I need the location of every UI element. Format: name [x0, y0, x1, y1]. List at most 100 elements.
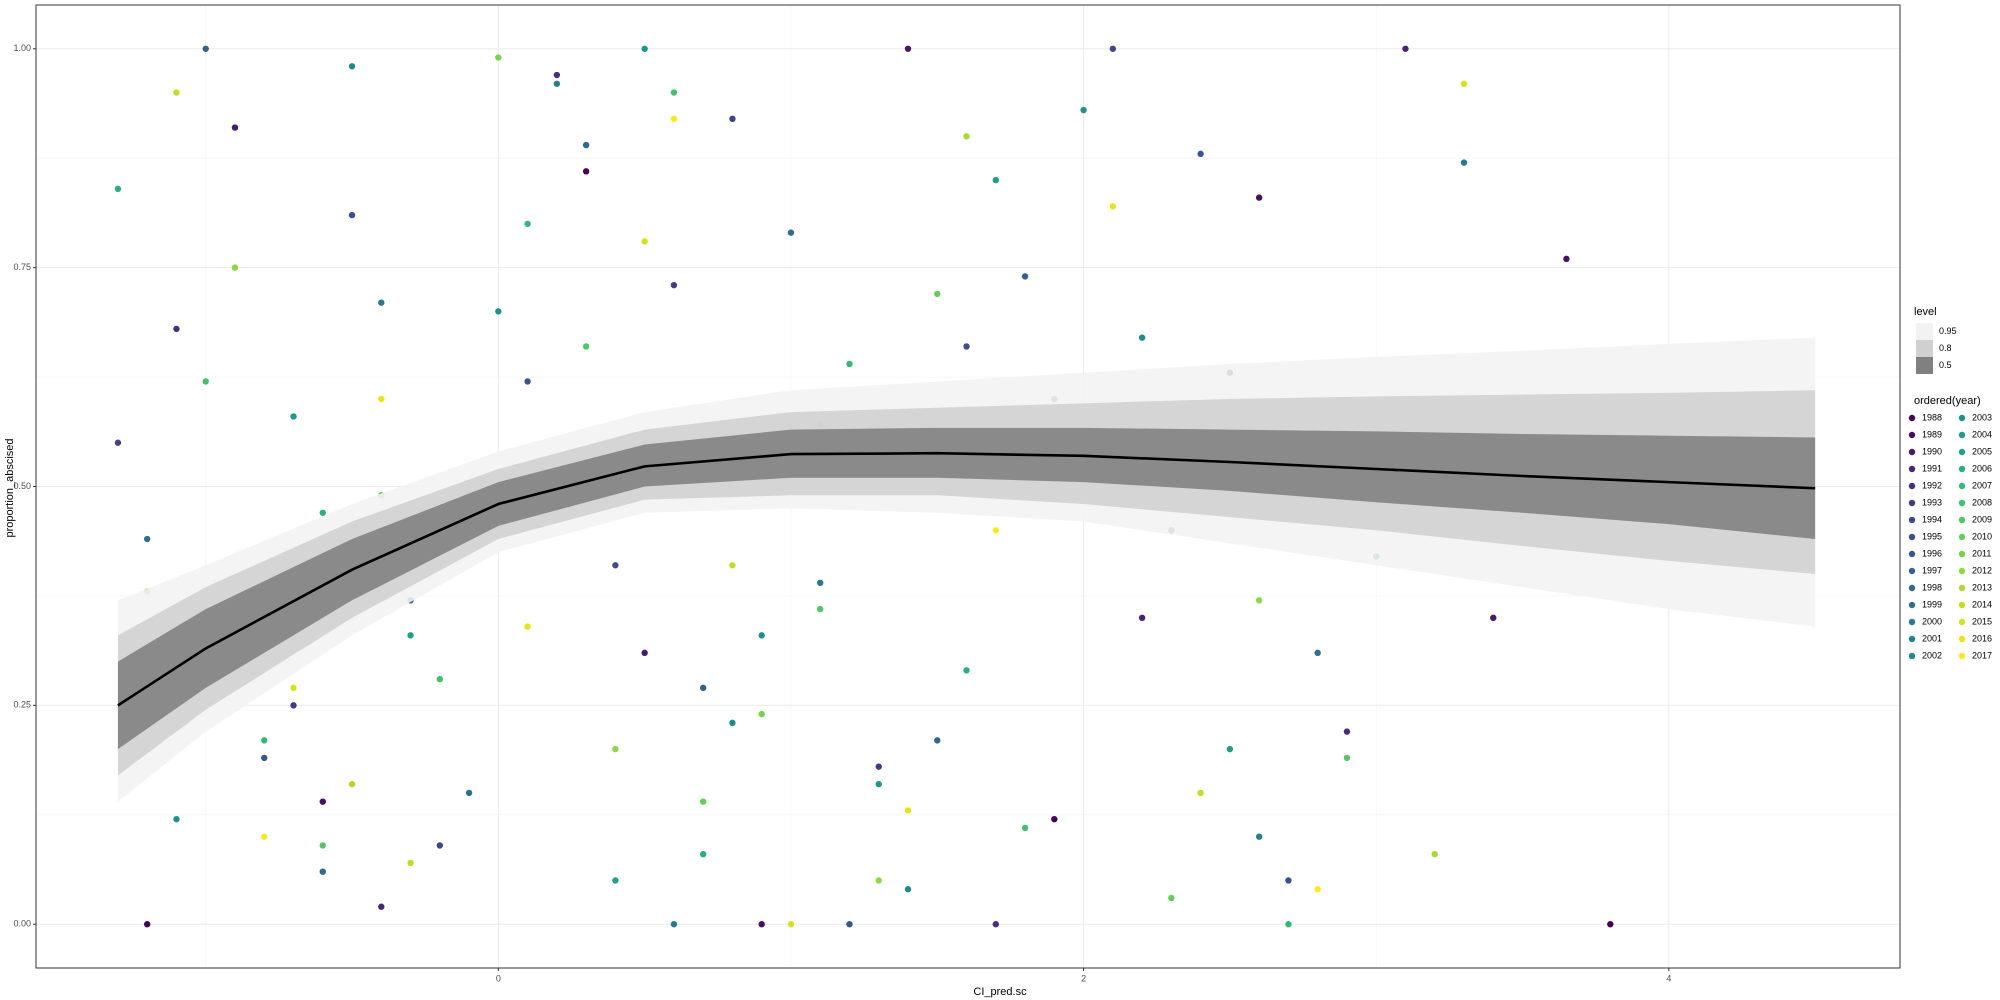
- point: [1109, 45, 1117, 52]
- point: [699, 850, 707, 858]
- legend-marker: [1908, 635, 1916, 643]
- y-tick-label: 0.50: [13, 481, 31, 491]
- point: [758, 632, 765, 639]
- point: [378, 903, 385, 910]
- legend-label: 1988: [1922, 412, 1942, 422]
- point: [612, 877, 619, 884]
- point: [1138, 614, 1146, 622]
- point: [641, 238, 648, 245]
- point: [963, 133, 970, 140]
- point: [495, 308, 502, 315]
- point: [963, 343, 970, 350]
- point: [1314, 649, 1321, 657]
- point: [348, 63, 356, 70]
- point: [1226, 745, 1234, 753]
- point: [1607, 921, 1614, 928]
- legend-marker: [1908, 567, 1916, 575]
- y-axis-title: proportion_abscised: [4, 438, 16, 537]
- point: [875, 877, 882, 884]
- x-tick-label: 0: [496, 973, 501, 983]
- point: [553, 71, 561, 79]
- legend-marker: [1958, 431, 1966, 439]
- point: [319, 842, 326, 849]
- point: [114, 439, 122, 446]
- point: [143, 535, 151, 543]
- point: [524, 378, 531, 385]
- point: [612, 562, 619, 569]
- point: [290, 702, 297, 709]
- legend-label: 2008: [1972, 497, 1992, 507]
- y-tick-label: 0.00: [13, 919, 31, 929]
- legend-marker: [1958, 499, 1966, 507]
- y-tick-label: 0.25: [13, 700, 31, 710]
- legend-label: 2010: [1972, 531, 1992, 541]
- legend-marker: [1908, 652, 1916, 660]
- legend-marker: [1958, 601, 1966, 609]
- point: [1460, 159, 1468, 166]
- point: [202, 45, 209, 52]
- point: [378, 299, 385, 306]
- legend-marker: [1908, 516, 1916, 524]
- point: [1080, 106, 1087, 114]
- point: [729, 115, 736, 123]
- point: [582, 141, 590, 149]
- legend-label: 2015: [1972, 616, 1992, 626]
- legend-key: [1916, 357, 1933, 374]
- point: [582, 168, 590, 175]
- panel-border: [35, 4, 1901, 969]
- point: [407, 632, 414, 639]
- point: [290, 413, 297, 420]
- point: [670, 281, 678, 289]
- point: [1197, 789, 1204, 797]
- legend-marker: [1958, 414, 1966, 422]
- point: [1051, 815, 1058, 823]
- point: [875, 780, 882, 788]
- point: [1490, 614, 1497, 622]
- y-tick-label: 0.75: [13, 262, 31, 272]
- point: [1431, 850, 1438, 858]
- point: [231, 124, 239, 131]
- legend-label: 2002: [1922, 650, 1942, 660]
- legend-label: 1989: [1922, 429, 1942, 439]
- legend-marker: [1908, 431, 1916, 439]
- legend-marker: [1958, 516, 1966, 524]
- point: [729, 719, 736, 727]
- legend-marker: [1958, 567, 1966, 575]
- legend-label: 2013: [1972, 582, 1992, 592]
- point: [1138, 334, 1146, 341]
- point: [1285, 921, 1292, 928]
- point: [1285, 877, 1292, 884]
- point: [641, 649, 648, 657]
- point: [319, 868, 326, 875]
- point: [407, 859, 414, 867]
- point: [992, 176, 999, 184]
- point: [436, 675, 444, 683]
- point: [846, 360, 853, 368]
- point: [173, 325, 180, 333]
- point: [670, 89, 678, 96]
- point: [1197, 150, 1204, 158]
- fit-line: [117, 451, 1816, 707]
- legend-marker: [1958, 652, 1966, 660]
- point: [231, 264, 239, 271]
- legend-label: 1993: [1922, 497, 1942, 507]
- point: [1563, 255, 1570, 263]
- point: [261, 737, 268, 744]
- legend-label: 2005: [1972, 446, 1992, 456]
- legend-label: 2007: [1972, 480, 1992, 490]
- legend-label: 1994: [1922, 514, 1942, 524]
- point: [114, 185, 122, 193]
- legend-label: 2009: [1972, 514, 1992, 524]
- legend-marker: [1908, 550, 1916, 558]
- point: [1168, 894, 1175, 902]
- legend-label: 2017: [1972, 650, 1992, 660]
- point: [1343, 728, 1351, 735]
- point: [436, 842, 444, 849]
- legend-label: 1996: [1922, 548, 1942, 558]
- legend-marker: [1908, 414, 1916, 422]
- point: [846, 921, 853, 928]
- legend-label: 1995: [1922, 531, 1942, 541]
- point: [992, 527, 999, 534]
- legend-marker: [1958, 465, 1966, 473]
- point: [904, 807, 912, 814]
